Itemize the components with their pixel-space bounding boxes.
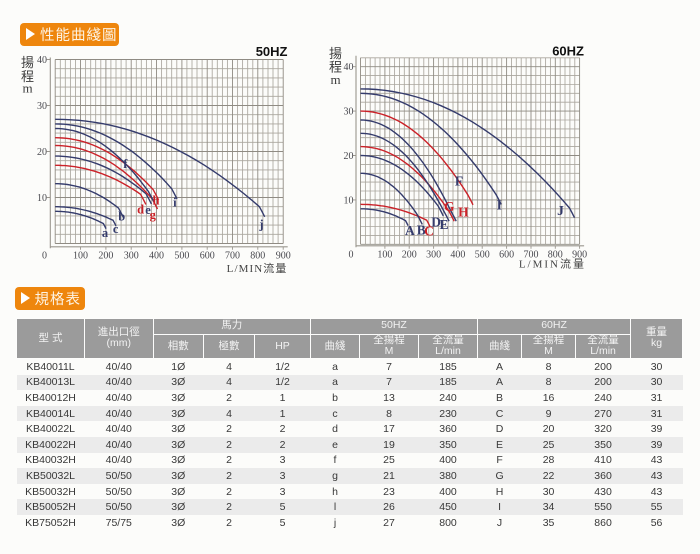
- svg-text:h: h: [153, 194, 160, 208]
- svg-text:L/MIN流量: L/MIN流量: [519, 257, 586, 271]
- svg-text:20: 20: [37, 147, 47, 158]
- svg-text:800: 800: [250, 251, 265, 262]
- svg-text:c: c: [113, 222, 119, 236]
- svg-text:J: J: [557, 203, 564, 218]
- svg-text:300: 300: [124, 251, 139, 262]
- svg-text:900: 900: [572, 250, 587, 261]
- svg-text:400: 400: [149, 251, 164, 262]
- svg-text:D: D: [431, 214, 441, 229]
- svg-text:H: H: [458, 205, 469, 220]
- svg-text:g: g: [150, 208, 157, 222]
- svg-text:B: B: [417, 223, 426, 238]
- svg-text:m: m: [330, 72, 340, 87]
- svg-text:60HZ: 60HZ: [552, 44, 584, 59]
- svg-text:300: 300: [426, 250, 441, 261]
- svg-text:m: m: [22, 81, 32, 96]
- svg-text:j: j: [258, 218, 263, 232]
- svg-text:200: 200: [98, 251, 113, 262]
- svg-text:400: 400: [450, 250, 465, 261]
- svg-text:200: 200: [402, 250, 417, 261]
- svg-text:100: 100: [377, 250, 392, 261]
- svg-text:10: 10: [37, 193, 47, 204]
- svg-text:800: 800: [548, 250, 563, 261]
- svg-text:900: 900: [276, 251, 291, 262]
- svg-text:a: a: [102, 226, 109, 240]
- svg-text:I: I: [497, 198, 502, 213]
- svg-text:f: f: [123, 157, 128, 171]
- svg-text:e: e: [145, 203, 151, 217]
- svg-text:揚: 揚: [329, 46, 342, 61]
- svg-text:700: 700: [524, 250, 539, 261]
- svg-text:40: 40: [37, 55, 47, 66]
- svg-text:40: 40: [344, 62, 354, 73]
- svg-text:50HZ: 50HZ: [256, 44, 288, 59]
- svg-text:0: 0: [42, 251, 47, 262]
- svg-text:600: 600: [200, 251, 215, 262]
- svg-text:500: 500: [174, 251, 189, 262]
- svg-text:程: 程: [21, 69, 34, 84]
- svg-text:C: C: [424, 224, 434, 239]
- svg-text:30: 30: [344, 107, 354, 118]
- svg-text:100: 100: [73, 251, 88, 262]
- svg-text:d: d: [137, 203, 144, 217]
- svg-text:20: 20: [344, 151, 354, 162]
- svg-text:600: 600: [499, 250, 514, 261]
- svg-text:i: i: [173, 196, 177, 210]
- svg-text:A: A: [405, 223, 415, 238]
- svg-text:E: E: [439, 217, 448, 232]
- svg-text:500: 500: [475, 250, 490, 261]
- svg-text:程: 程: [329, 60, 342, 75]
- svg-text:G: G: [444, 199, 455, 214]
- svg-text:0: 0: [349, 250, 354, 261]
- svg-text:700: 700: [225, 251, 240, 262]
- svg-text:30: 30: [37, 101, 47, 112]
- svg-text:揚: 揚: [21, 55, 34, 70]
- svg-text:F: F: [455, 174, 463, 189]
- svg-text:L/MIN流量: L/MIN流量: [227, 261, 288, 275]
- svg-text:b: b: [118, 210, 125, 224]
- svg-text:10: 10: [344, 195, 354, 206]
